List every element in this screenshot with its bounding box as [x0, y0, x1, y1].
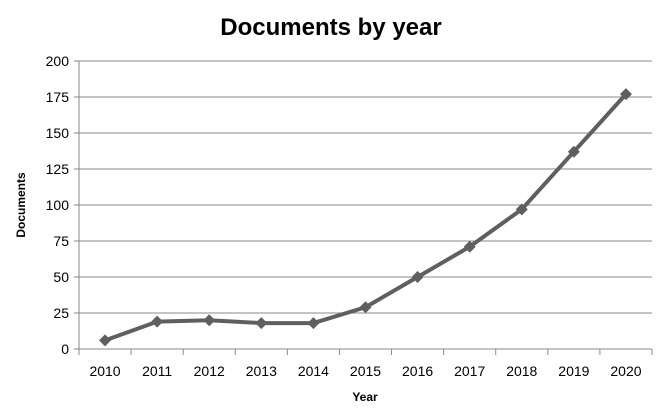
x-tick-label: 2016	[402, 363, 433, 379]
x-tick-label: 2015	[350, 363, 381, 379]
data-point-marker	[255, 317, 268, 330]
x-tick-label: 2018	[506, 363, 537, 379]
axes	[74, 60, 653, 355]
x-tick-label: 2014	[298, 363, 329, 379]
x-tick-label: 2011	[142, 363, 172, 379]
y-tick-label: 200	[46, 53, 70, 69]
x-tick-label: 2010	[89, 363, 120, 379]
y-tick-label: 100	[46, 197, 70, 213]
data-point-marker	[515, 203, 528, 216]
data-point-marker	[99, 334, 112, 347]
data-point-marker	[411, 271, 424, 283]
y-axis-title: Documents	[14, 172, 28, 238]
y-tick-label: 50	[53, 269, 69, 285]
x-tick-label: 2017	[454, 363, 485, 379]
x-tick-label: 2013	[246, 363, 277, 379]
data-point-marker	[567, 145, 580, 158]
x-axis-title: Year	[352, 390, 378, 404]
data-point-marker	[307, 317, 320, 330]
data-point-marker	[463, 240, 476, 253]
x-tick-labels: 2010 2011 2012 2013 2014 2015 2016 2017 2018 2019…	[89, 363, 641, 379]
data-point-marker	[151, 315, 164, 328]
y-tick-label: 75	[53, 233, 69, 249]
x-tick-label: 2020	[610, 363, 641, 379]
y-tick-label: 25	[53, 305, 69, 321]
chart-title: Documents by year	[220, 14, 441, 41]
data-point-marker	[619, 88, 632, 101]
x-tick-label: 2012	[194, 363, 225, 379]
series	[99, 88, 632, 347]
x-tick-label: 2019	[558, 363, 589, 379]
y-tick-label: 150	[46, 125, 70, 141]
gridlines	[79, 60, 652, 314]
y-tick-labels: 0 25 50 75 100 125 150 175 200	[46, 53, 70, 357]
data-point-marker	[359, 301, 372, 314]
y-tick-label: 175	[46, 89, 70, 105]
data-point-marker	[203, 314, 216, 327]
y-tick-label: 125	[46, 161, 70, 177]
y-tick-label: 0	[61, 341, 69, 357]
